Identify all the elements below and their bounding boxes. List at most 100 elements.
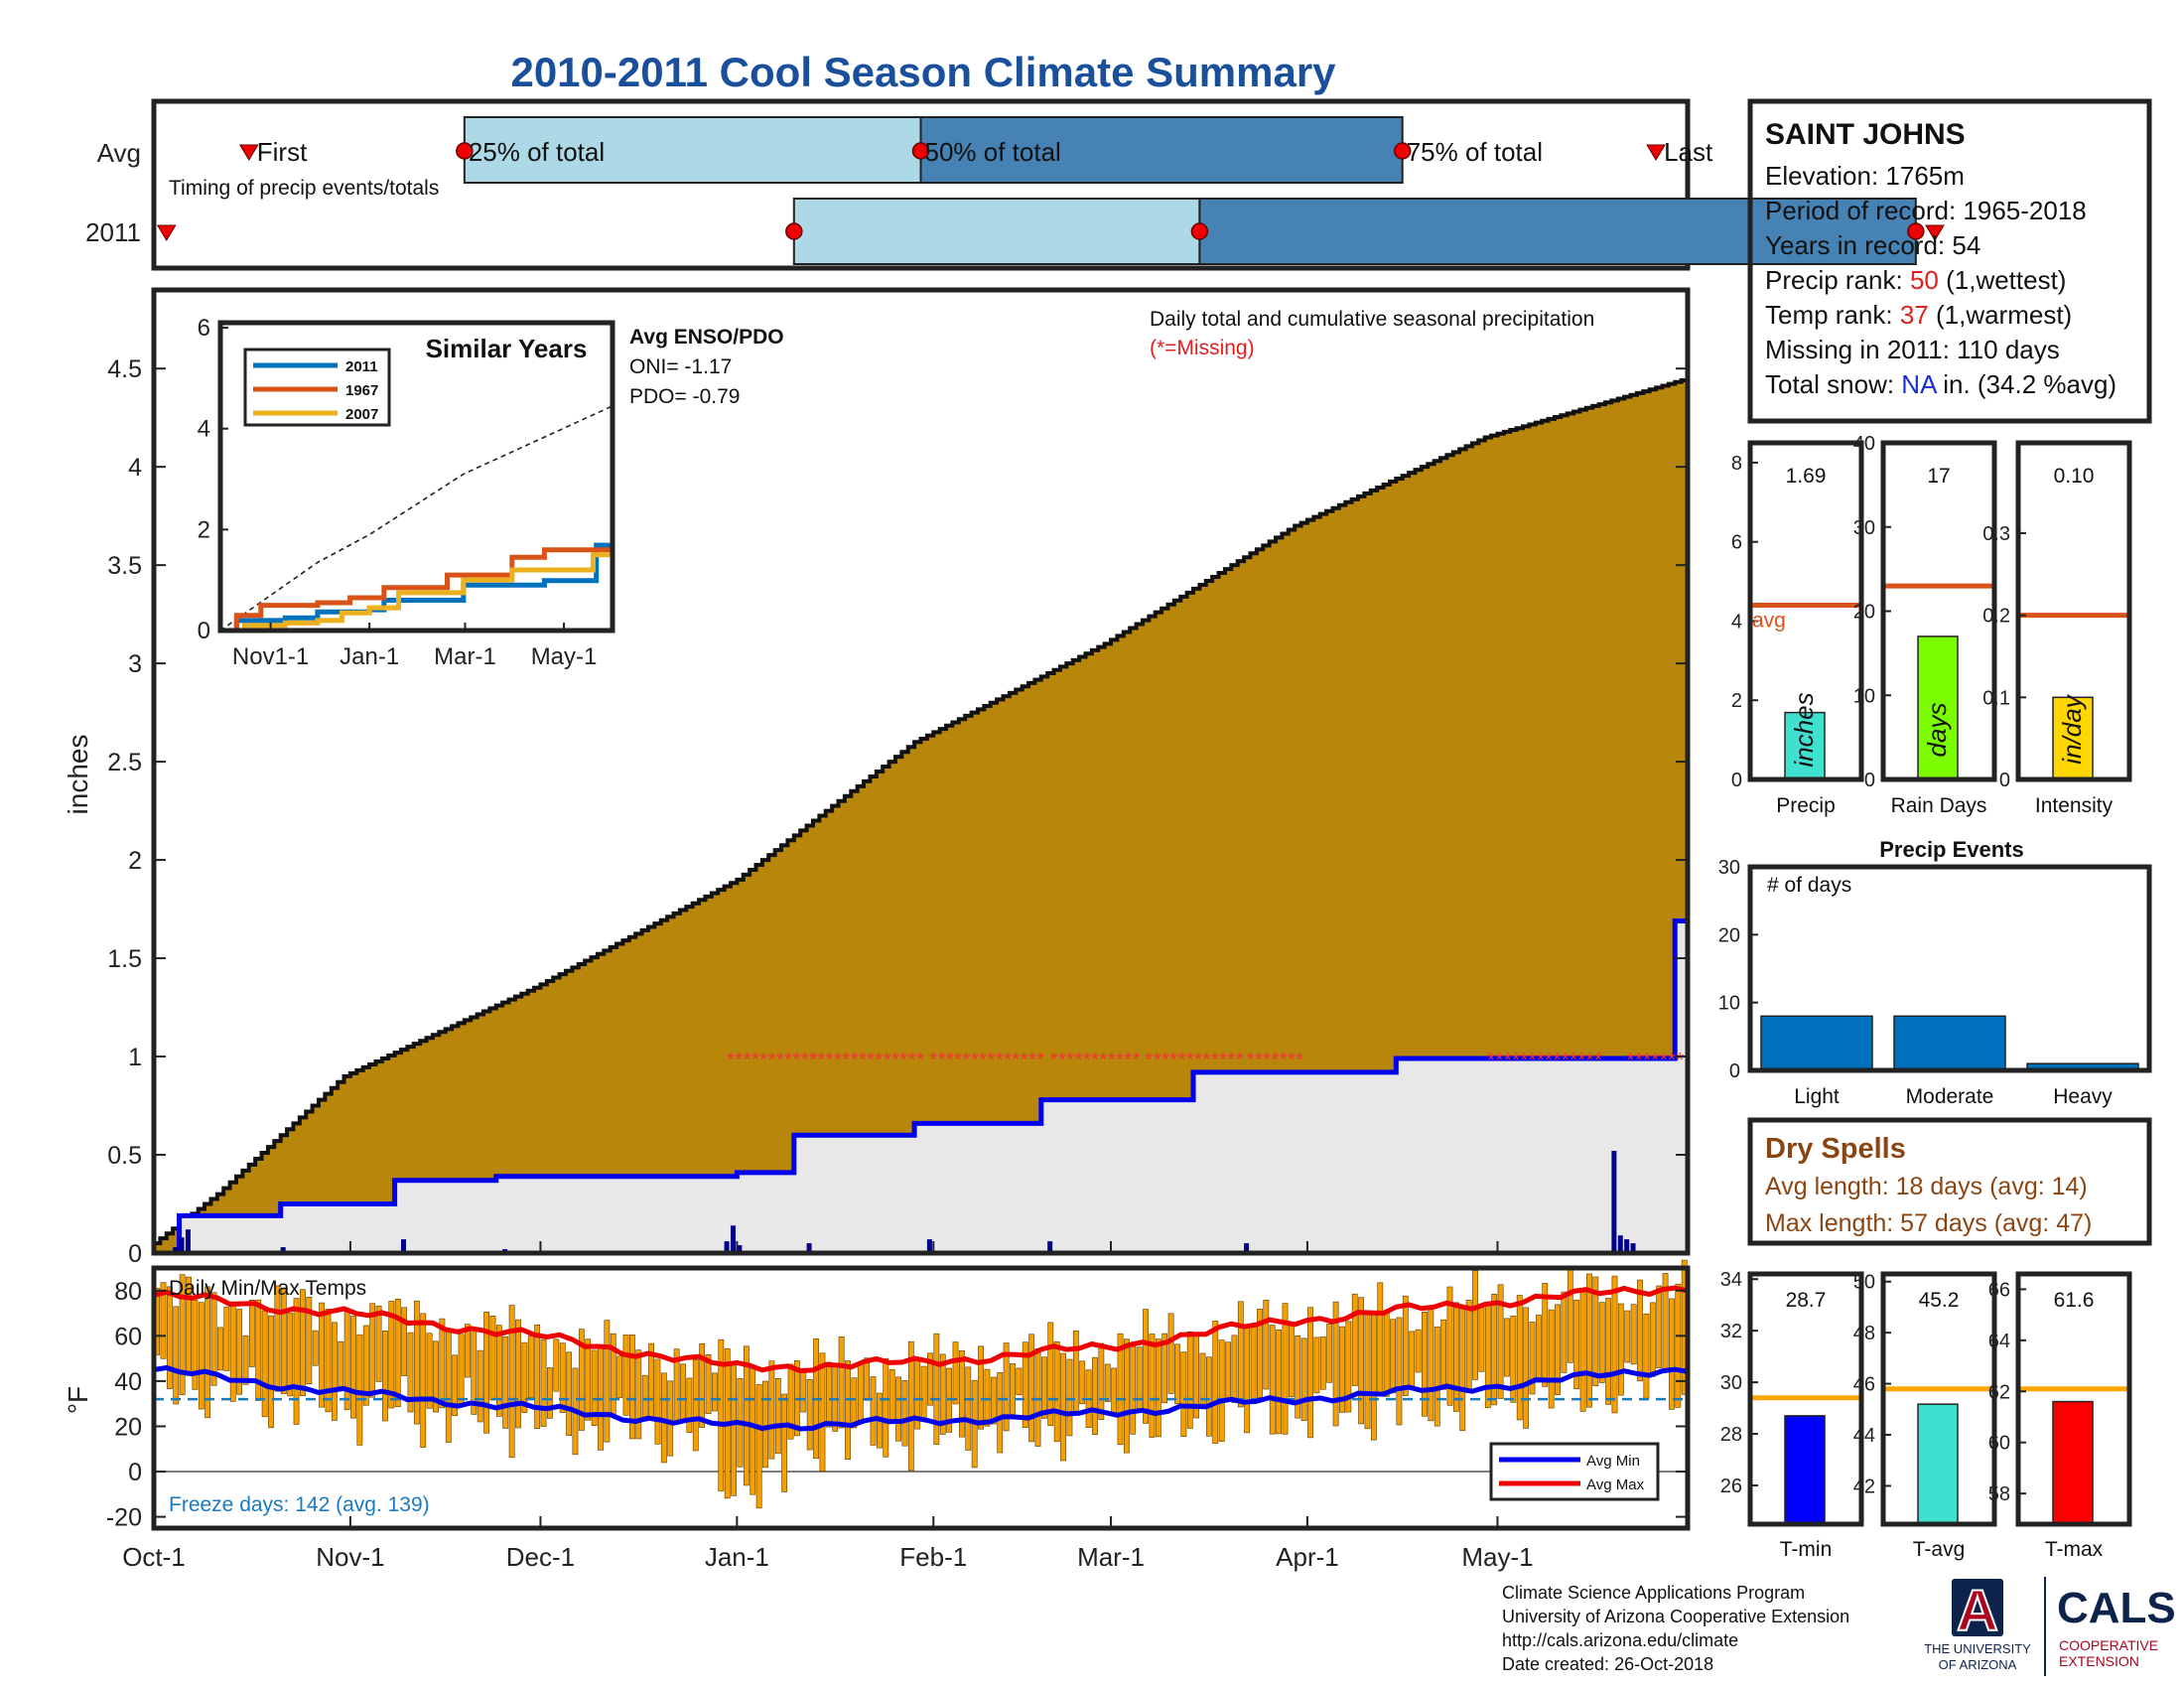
- daily-temp-bar: [248, 1299, 255, 1367]
- daily-temp-bar: [413, 1300, 420, 1425]
- daily-temp-bar: [699, 1343, 706, 1428]
- missing-day-marker: *: [727, 1050, 735, 1071]
- missing-day-marker: *: [1211, 1050, 1219, 1071]
- ua-logo-letter: A: [1957, 1579, 1998, 1643]
- inset-x-tick: Jan-1: [340, 643, 399, 670]
- daily-temp-bar: [1225, 1341, 1231, 1400]
- season-x-ticks: Oct-1 Nov-1 Dec-1 Jan-1 Feb-1 Mar-1 Apr-1 May-1: [122, 1241, 1534, 1572]
- daily-temp-bar: [731, 1361, 737, 1496]
- daily-temp-bar: [883, 1357, 889, 1458]
- temp-stat-y-tick: 42: [1853, 1476, 1875, 1497]
- daily-temp-bar: [343, 1310, 350, 1411]
- daily-temp-bar: [750, 1367, 756, 1495]
- missing-day-marker: *: [1520, 1050, 1528, 1071]
- missing-day-marker: *: [867, 1050, 875, 1071]
- daily-temp-bar: [319, 1302, 325, 1408]
- events-y-tick: 10: [1718, 993, 1740, 1015]
- avg-last-marker: [1646, 144, 1666, 161]
- daily-temp-bar: [223, 1307, 230, 1371]
- daily-temp-bar: [210, 1292, 217, 1386]
- precip-y-tick: 0.5: [107, 1142, 142, 1170]
- missing-day-marker: *: [744, 1050, 751, 1071]
- daily-temp-bar: [445, 1330, 452, 1443]
- station-period: Period of record: 1965-2018: [1765, 196, 2087, 225]
- event-bar-moderate: [1893, 1015, 2006, 1071]
- daily-temp-bar: [806, 1378, 813, 1451]
- daily-temp-bar: [325, 1309, 332, 1413]
- season-x-tick: Dec-1: [506, 1542, 575, 1572]
- inset-y-tick: 0: [198, 618, 210, 644]
- daily-precip-bar: [724, 1241, 730, 1253]
- avg-first-marker: [238, 144, 259, 161]
- daily-temp-bar: [331, 1322, 338, 1421]
- daily-temp-bar: [616, 1355, 623, 1399]
- missing-day-marker: *: [884, 1050, 891, 1071]
- temp-stat-panel-t-min: 26 28 30 32 34 28.7 T-min: [1720, 1269, 1864, 1561]
- timing-caption: Timing of precip events/totals: [169, 177, 439, 200]
- daily-temp-bar: [312, 1330, 319, 1366]
- daily-temp-bar: [1643, 1313, 1650, 1399]
- daily-temp-bar: [1237, 1301, 1244, 1408]
- temp-y-tick: 20: [114, 1413, 142, 1441]
- precip-rank: Precip rank: 50 (1,wettest): [1765, 265, 2066, 295]
- daily-temp-bar: [1010, 1363, 1016, 1415]
- temp-frame: [151, 1265, 1691, 1531]
- daily-precip-bar: [1244, 1243, 1250, 1253]
- daily-temp-bar: [1364, 1312, 1371, 1430]
- daily-temp-bar: [686, 1377, 693, 1433]
- daily-temp-bar: [350, 1316, 356, 1419]
- missing-day-marker: *: [954, 1050, 962, 1071]
- avg-max-line: [153, 1285, 1689, 1373]
- daily-temp-bar: [1047, 1322, 1054, 1427]
- inset-avg-line: [219, 405, 614, 632]
- missing-day-marker: *: [1066, 1050, 1074, 1071]
- temp-stat-y-tick: 44: [1853, 1425, 1875, 1447]
- missing-day-marker: *: [751, 1050, 759, 1071]
- daily-temp-bar: [1433, 1326, 1440, 1427]
- daily-temp-bar: [1523, 1307, 1530, 1429]
- ua-logo: A THE UNIVERSITY OF ARIZONA: [1924, 1578, 2031, 1672]
- daily-temp-bar: [895, 1376, 901, 1442]
- enso-oni: ONI= -1.17: [629, 355, 732, 378]
- footer-line-4: Date created: 26-Oct-2018: [1502, 1654, 1713, 1674]
- daily-temp-bar: [1675, 1283, 1682, 1408]
- daily-temp-bar: [933, 1333, 940, 1445]
- missing-day-marker: *: [1529, 1050, 1537, 1071]
- daily-temp-bar: [242, 1335, 249, 1385]
- stat-y-tick: 0.3: [1982, 523, 2010, 545]
- daily-temp-bar: [1656, 1285, 1663, 1368]
- daily-temp-bar: [952, 1341, 959, 1405]
- stat-panel-rain-days: 0 10 20 30 40 17 Rain Days days: [1853, 433, 1997, 817]
- missing-day-marker: *: [1012, 1050, 1020, 1071]
- missing-day-marker: *: [735, 1050, 743, 1071]
- daily-temp-bar: [978, 1345, 984, 1430]
- daily-precip-bar: [1047, 1241, 1053, 1253]
- inset-y-tick: 2: [198, 516, 210, 543]
- daily-temp-bar: [553, 1338, 560, 1392]
- daily-precip-bar: [280, 1247, 286, 1253]
- daily-temp-bar: [1497, 1284, 1504, 1399]
- season-x-tick: Feb-1: [899, 1542, 967, 1572]
- daily-temp-bar: [832, 1363, 839, 1432]
- daily-precip-bar: [1624, 1239, 1630, 1253]
- stat-unit: in/day: [2057, 693, 2087, 764]
- stat-y-tick: 0: [1864, 770, 1875, 791]
- daily-temp-bar: [306, 1297, 313, 1385]
- 2011-p50-marker: [1190, 222, 1209, 240]
- daily-temp-bar: [274, 1285, 281, 1392]
- missing-day-marker: *: [784, 1050, 792, 1071]
- daily-temp-bar: [819, 1352, 826, 1472]
- daily-temp-bar: [838, 1336, 845, 1429]
- daily-temp-bar: [458, 1334, 465, 1405]
- timing-row-2011: 2011: [85, 217, 141, 247]
- missing-day-marker: *: [1219, 1050, 1227, 1071]
- daily-temp-bar: [1383, 1312, 1390, 1397]
- event-bar-light: [1760, 1015, 1873, 1071]
- avg-min-line: [153, 1364, 1689, 1432]
- avg-p50-marker: [911, 142, 930, 160]
- stat-y-tick: 0: [1999, 770, 2010, 791]
- daily-temp-bar: [1066, 1358, 1073, 1437]
- missing-day-marker: *: [1562, 1050, 1570, 1071]
- daily-temp-bar: [1332, 1301, 1339, 1427]
- daily-temp-bar: [1579, 1290, 1586, 1412]
